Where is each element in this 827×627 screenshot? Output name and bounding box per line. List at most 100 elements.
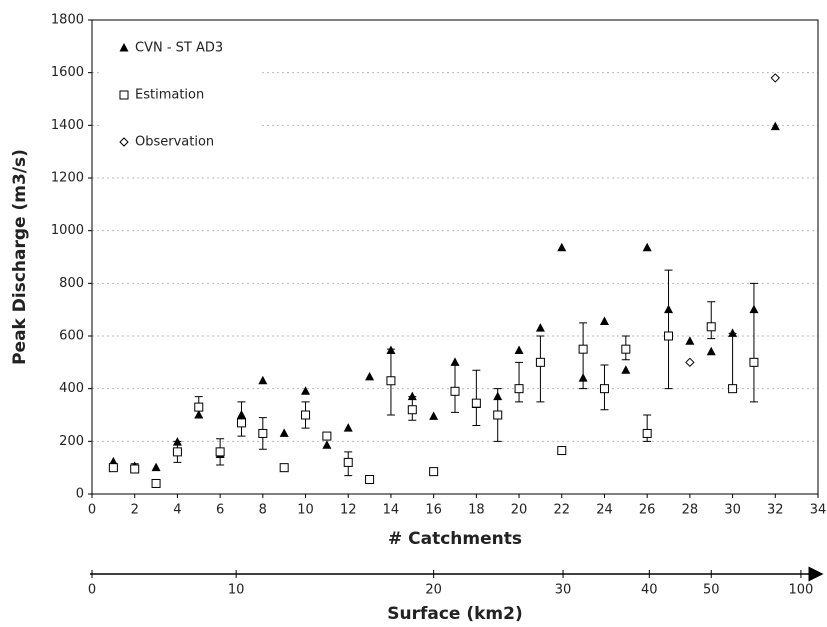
y-tick-label: 400 xyxy=(59,381,84,396)
x-tick-label: 34 xyxy=(810,503,827,518)
x-tick-label: 4 xyxy=(173,503,181,518)
square-point xyxy=(471,398,481,408)
triangle-point xyxy=(599,316,609,326)
x-tick-label: 22 xyxy=(553,503,570,518)
triangle-point xyxy=(279,428,289,437)
legend-marker xyxy=(119,90,129,100)
square-point xyxy=(578,344,588,354)
square-point xyxy=(664,331,674,341)
x-axis-title: # Catchments xyxy=(388,529,522,549)
x2-tick-label: 50 xyxy=(703,583,720,598)
triangle-point xyxy=(621,365,631,374)
x-tick-label: 0 xyxy=(88,503,96,518)
triangle-point xyxy=(706,346,716,356)
plot-frame xyxy=(91,19,819,495)
square-point xyxy=(386,376,396,386)
triangle-point xyxy=(343,423,353,432)
triangle-point xyxy=(642,242,652,252)
triangle-point xyxy=(770,121,780,131)
x-tick-label: 30 xyxy=(724,503,741,518)
square-point xyxy=(429,467,439,477)
square-point xyxy=(706,322,716,332)
square-point xyxy=(108,463,118,473)
y-tick-label: 800 xyxy=(59,276,84,291)
y-tick-label: 1200 xyxy=(51,171,84,186)
x2-tick-label: 30 xyxy=(555,583,572,598)
x2-tick-label: 20 xyxy=(425,583,442,598)
error-bar xyxy=(707,301,716,340)
square-point xyxy=(728,384,738,394)
x-tick-label: 20 xyxy=(511,503,528,518)
error-bar xyxy=(664,269,673,390)
legend-label: Observation xyxy=(135,135,214,150)
square-point xyxy=(535,357,545,367)
square-point xyxy=(407,405,417,415)
y-tick-label: 1000 xyxy=(51,223,84,238)
square-point xyxy=(151,478,161,488)
x2-tick-label: 100 xyxy=(789,583,814,598)
x-tick-label: 10 xyxy=(297,503,314,518)
error-bar xyxy=(536,335,545,403)
square-point xyxy=(514,384,524,394)
square-point xyxy=(493,410,503,420)
square-point xyxy=(215,447,225,457)
triangle-point xyxy=(301,386,311,395)
triangle-point xyxy=(728,328,738,337)
x-tick-label: 26 xyxy=(639,503,656,518)
square-point xyxy=(365,475,375,485)
legend-label: Estimation xyxy=(135,88,204,103)
triangle-point xyxy=(365,371,375,381)
x-tick-label: 24 xyxy=(596,503,613,518)
square-point xyxy=(343,457,353,467)
x2-tick-label: 0 xyxy=(88,583,96,598)
triangle-point xyxy=(151,462,161,472)
legend-marker xyxy=(119,137,129,147)
triangle-point xyxy=(450,357,460,366)
legend-marker xyxy=(119,43,129,52)
square-point xyxy=(258,428,268,438)
x-tick-label: 8 xyxy=(259,503,267,518)
x-tick-label: 2 xyxy=(131,503,139,518)
legend-label: CVN - ST AD3 xyxy=(135,41,223,56)
x-tick-label: 32 xyxy=(767,503,784,518)
x2-tick-label: 10 xyxy=(228,583,245,598)
triangle-point xyxy=(535,323,545,332)
triangle-point xyxy=(429,411,439,420)
diamond-point xyxy=(770,73,781,83)
error-bar xyxy=(579,322,588,390)
square-point xyxy=(642,428,652,438)
y-tick-label: 1400 xyxy=(51,118,84,133)
square-point xyxy=(450,386,460,396)
y-tick-label: 1800 xyxy=(51,13,84,28)
square-point xyxy=(301,410,311,420)
x-tick-label: 14 xyxy=(383,503,400,518)
x-tick-label: 12 xyxy=(340,503,357,518)
error-bar xyxy=(472,369,481,427)
square-point xyxy=(599,384,609,394)
diamond-point xyxy=(685,357,695,368)
triangle-point xyxy=(407,391,417,401)
triangle-point xyxy=(557,242,567,252)
square-point xyxy=(279,463,289,473)
x-tick-label: 18 xyxy=(468,503,485,518)
x-tick-label: 28 xyxy=(682,503,699,518)
square-point xyxy=(130,464,140,474)
triangle-point xyxy=(322,440,332,449)
square-point xyxy=(621,344,631,354)
y-axis-title: Peak Discharge (m3/s) xyxy=(10,149,30,365)
error-bar xyxy=(515,361,524,403)
y-tick-label: 600 xyxy=(59,329,84,344)
square-point xyxy=(557,446,567,456)
error-bar xyxy=(749,282,758,403)
square-point xyxy=(322,431,332,441)
y-tick-label: 0 xyxy=(76,487,84,502)
x-tick-label: 16 xyxy=(425,503,442,518)
error-bar xyxy=(728,332,737,390)
square-point xyxy=(749,357,759,367)
triangle-point xyxy=(258,375,268,385)
square-point xyxy=(172,447,182,457)
triangle-point xyxy=(514,345,524,354)
x2-tick-label: 40 xyxy=(641,583,658,598)
y-tick-label: 200 xyxy=(59,434,84,449)
